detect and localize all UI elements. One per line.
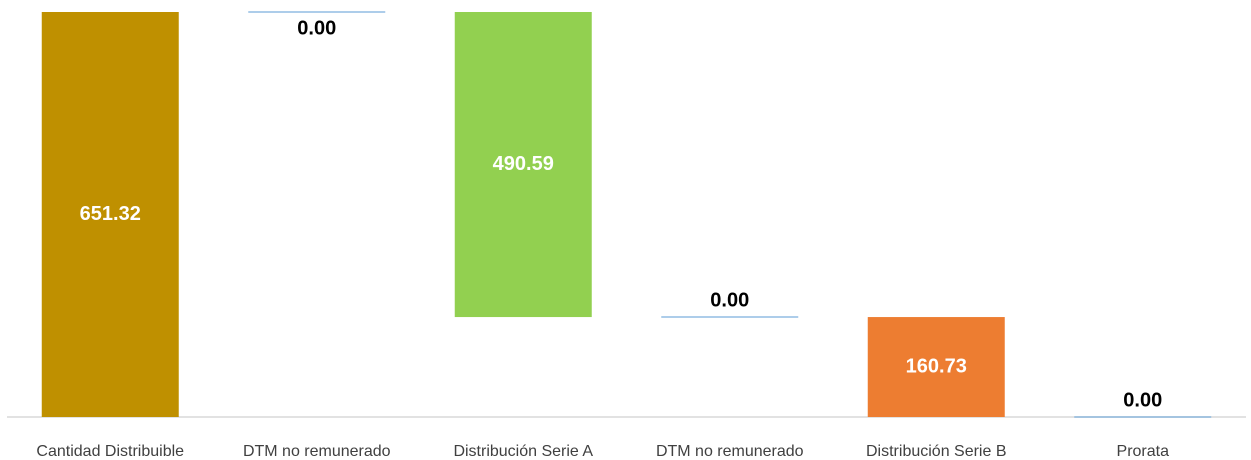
value-label: 651.32 (80, 203, 141, 225)
x-tick-label: Cantidad Distribuible (36, 443, 184, 460)
value-label: 0.00 (297, 17, 336, 39)
value-label: 0.00 (1123, 389, 1162, 411)
bar (41, 12, 179, 417)
x-tick-label: DTM no remunerado (656, 443, 804, 460)
value-label: 160.73 (906, 355, 967, 377)
bar (867, 317, 1005, 417)
value-label: 490.59 (493, 153, 554, 175)
x-tick-label: DTM no remunerado (243, 443, 391, 460)
value-label: 0.00 (710, 289, 749, 311)
bar (454, 12, 592, 318)
x-tick-label: Distribución Serie A (453, 443, 593, 460)
x-tick-label: Distribución Serie B (866, 443, 1007, 460)
x-tick-label: Prorata (1117, 443, 1170, 460)
